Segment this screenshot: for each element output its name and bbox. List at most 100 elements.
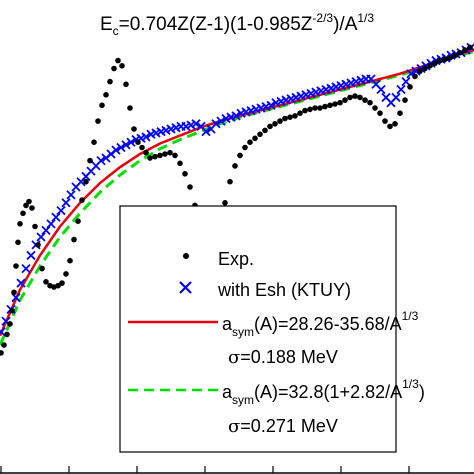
data-point-exp [107, 78, 113, 85]
data-point-exp [407, 84, 413, 90]
data-point-exp [143, 149, 149, 156]
data-point-exp [123, 81, 129, 88]
data-point-exp [442, 56, 448, 63]
data-point-exp [4, 331, 10, 338]
data-point-exp [447, 55, 453, 61]
data-point-ktuy [391, 92, 401, 103]
data-point-exp [127, 105, 133, 111]
data-point-exp [362, 97, 368, 103]
data-point-exp [99, 102, 105, 109]
series-line-red [0, 48, 474, 337]
data-point-exp [452, 52, 458, 59]
data-point-exp [157, 152, 163, 159]
data-point-exp [39, 265, 45, 272]
data-point-exp [272, 121, 278, 127]
data-point-exp [17, 221, 23, 227]
data-point-exp [247, 139, 253, 145]
data-point-exp [322, 103, 328, 110]
data-point-exp [87, 157, 93, 164]
data-point-exp [26, 198, 32, 205]
data-point-ktuy [111, 145, 121, 155]
data-point-exp [462, 47, 468, 53]
data-point-exp [232, 163, 238, 169]
data-point-exp [257, 131, 263, 138]
data-point-ktuy [16, 278, 26, 288]
data-point-exp [467, 44, 473, 51]
data-point-exp [392, 121, 398, 127]
series-green-dashed [0, 49, 474, 346]
data-point-exp [55, 282, 61, 289]
data-point-exp [457, 49, 463, 56]
data-point-ktuy [61, 198, 71, 208]
data-point-exp [13, 263, 19, 269]
data-point-exp [262, 127, 268, 134]
data-point-exp [15, 239, 21, 246]
data-point-ktuy [411, 66, 421, 76]
data-point-exp [242, 144, 248, 151]
data-point-exp [95, 118, 101, 124]
data-point-exp [139, 144, 145, 151]
data-point-exp [327, 102, 333, 109]
legend-sigma-green: σ=0.271 MeV [228, 416, 338, 437]
data-point-ktuy [116, 142, 126, 153]
data-point-exp [162, 151, 168, 157]
series-red-solid [0, 48, 474, 337]
data-point-exp [377, 110, 383, 116]
data-point-exp [332, 101, 338, 107]
legend-entry-green: asym(A)=32.8(1+2.82/A1/3) σ=0.271 MeV [128, 377, 425, 437]
legend-label-red: asym(A)=28.26-35.68/A1/3 [222, 309, 419, 339]
data-point-ktuy [126, 137, 136, 147]
data-point-ktuy [231, 111, 241, 121]
data-point-exp [317, 105, 323, 111]
data-point-ktuy [216, 116, 226, 126]
data-point-exp [347, 94, 353, 101]
data-point-exp [35, 242, 41, 248]
data-point-exp [187, 184, 193, 190]
data-point-exp [79, 197, 85, 203]
data-point-exp [182, 171, 188, 177]
data-point-exp [357, 94, 363, 101]
data-point-exp [29, 205, 35, 211]
data-point-ktuy [201, 127, 211, 137]
data-point-ktuy [266, 100, 276, 110]
data-point-exp [222, 200, 228, 206]
data-point-exp [277, 118, 283, 124]
data-point-exp [63, 271, 69, 277]
data-point-exp [352, 93, 358, 99]
data-point-exp [152, 153, 158, 160]
data-point-exp [167, 149, 173, 156]
data-point-exp [292, 113, 298, 119]
data-point-exp [227, 178, 233, 185]
data-point-ktuy [141, 132, 151, 142]
data-point-exp [437, 57, 443, 64]
data-point-exp [147, 155, 153, 161]
data-point-exp [1, 342, 7, 348]
data-point-exp [131, 126, 137, 132]
data-point-exp [59, 280, 65, 286]
data-point-exp [75, 218, 81, 224]
data-point-exp [237, 152, 243, 159]
series-line-green [0, 49, 474, 346]
series-blue-crosses [0, 42, 474, 337]
data-point-exp [43, 279, 49, 285]
data-point-exp [9, 307, 15, 314]
data-point-exp [135, 139, 141, 145]
data-point-ktuy [191, 119, 201, 129]
data-point-exp [432, 60, 438, 66]
data-point-exp [312, 105, 318, 111]
legend-label-ktuy: with Esh (KTUY) [217, 280, 351, 300]
legend-dot-marker [183, 253, 189, 259]
data-point-exp [412, 73, 418, 80]
data-point-ktuy [376, 84, 386, 95]
data-point-exp [282, 115, 288, 122]
data-point-exp [20, 210, 26, 217]
data-point-exp [111, 65, 117, 72]
data-point-exp [422, 65, 428, 72]
legend-sigma-red: σ=0.188 MeV [228, 347, 338, 368]
data-point-exp [372, 105, 378, 111]
data-point-exp [177, 160, 183, 167]
data-point-exp [23, 202, 29, 209]
legend-box [119, 205, 397, 453]
data-point-exp [297, 110, 303, 116]
data-point-ktuy [0, 327, 6, 337]
